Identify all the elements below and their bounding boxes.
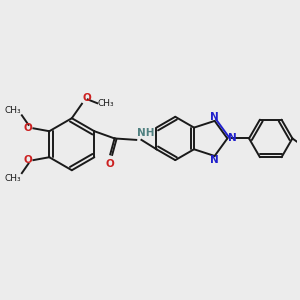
Text: O: O: [24, 155, 32, 165]
Text: N: N: [210, 155, 219, 165]
Text: N: N: [210, 112, 219, 122]
Text: N: N: [228, 134, 237, 143]
Text: CH₃: CH₃: [4, 174, 21, 183]
Text: CH₃: CH₃: [4, 106, 21, 115]
Text: O: O: [24, 123, 32, 133]
Text: O: O: [83, 93, 92, 103]
Text: CH₃: CH₃: [98, 99, 115, 108]
Text: NH: NH: [137, 128, 154, 138]
Text: O: O: [106, 159, 115, 169]
